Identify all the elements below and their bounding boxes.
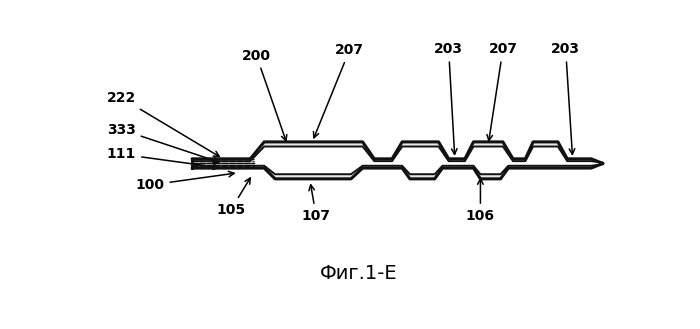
- Text: 203: 203: [434, 42, 463, 154]
- Text: 207: 207: [487, 42, 517, 140]
- Text: 203: 203: [551, 42, 580, 154]
- Text: Фиг.1-E: Фиг.1-E: [320, 264, 398, 283]
- Polygon shape: [192, 146, 603, 174]
- Text: 100: 100: [136, 171, 235, 192]
- Text: 107: 107: [302, 185, 330, 223]
- Text: 106: 106: [466, 179, 495, 223]
- Polygon shape: [192, 142, 603, 179]
- Text: 207: 207: [314, 43, 364, 138]
- Text: 111: 111: [107, 147, 218, 169]
- Text: 333: 333: [107, 123, 219, 163]
- Text: 105: 105: [216, 178, 250, 217]
- Text: 222: 222: [107, 91, 219, 157]
- Text: 200: 200: [242, 49, 287, 141]
